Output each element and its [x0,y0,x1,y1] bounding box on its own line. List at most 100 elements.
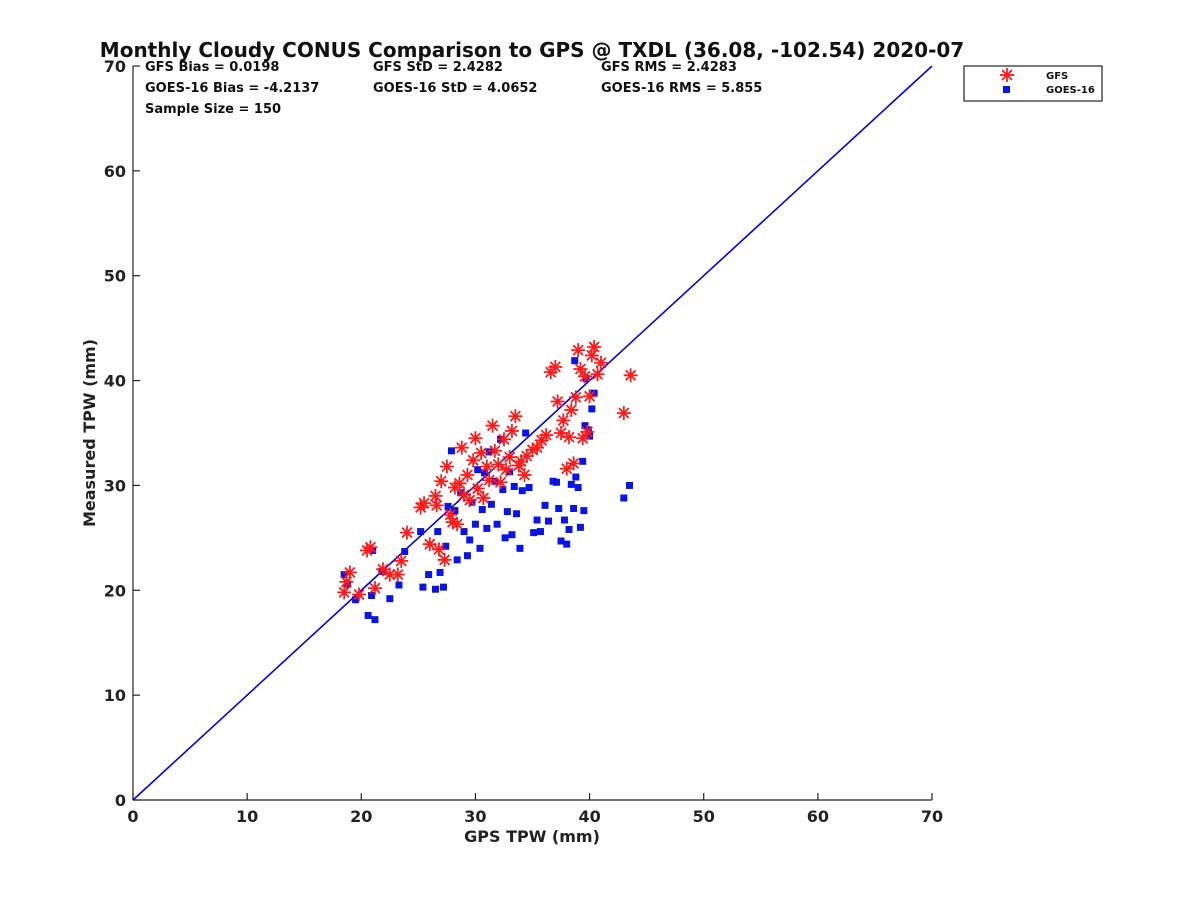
x-axis-label: GPS TPW (mm) [464,827,600,846]
gfs-point [482,473,497,488]
gfs-point [580,424,595,439]
goes16-point [463,552,471,560]
stat-goes-rms: GOES-16 RMS = 5.855 [601,81,762,96]
goes16-point [588,405,596,413]
gfs-point [479,459,494,474]
gfs-point [367,581,382,596]
y-ticks: 0 10 20 30 40 50 60 70 [104,57,140,810]
gfs-point [439,459,454,474]
legend-gfs-label: GFS [1046,71,1068,82]
gfs-point [485,418,500,433]
goes16-point [457,489,465,497]
gfs-point [564,402,579,417]
goes16-point [352,596,360,604]
gfs-point [429,498,444,513]
goes16-point [533,516,541,524]
goes16-point [572,473,580,481]
plot-frame [132,66,932,801]
gfs-point [590,367,605,382]
gfs-point [508,409,523,424]
gfs-point [578,369,593,384]
stat-gfs-bias: GFS Bias = 0.0198 [145,60,279,75]
gfs-point [428,488,443,503]
legend: GFS GOES-16 [963,65,1103,102]
gfs-point [476,491,491,506]
goes16-point [557,537,565,545]
legend-gfs-marker [1000,68,1014,82]
goes16-point [425,571,433,579]
gfs-point [487,443,502,458]
gfs-point [460,467,475,482]
gfs-point [462,493,477,508]
goes16-point [530,529,538,537]
x-tick-label: 0 [127,807,138,826]
gfs-point [431,542,446,557]
goes16-point [460,528,468,536]
gfs-point [539,428,554,443]
gfs-point [616,406,631,421]
gfs-point [399,525,414,540]
goes16-point [487,500,495,508]
goes16-point [434,528,442,536]
gfs-point [474,445,489,460]
goes16-point [453,556,461,564]
gfs-point [470,481,485,496]
x-tick-label: 70 [921,807,943,826]
goes16-point [371,616,379,624]
legend-goes16-marker [1003,86,1010,93]
goes16-point [471,520,479,528]
gfs-point [573,362,588,377]
gfs-point [517,467,532,482]
goes16-point [570,504,578,512]
goes16-point [571,357,579,365]
reference-line [132,65,933,801]
gfs-point [584,348,599,363]
gfs-point [390,567,405,582]
gfs-point [337,585,352,600]
goes16-point [586,432,594,440]
goes16-point [552,478,560,486]
gfs-point [623,368,638,383]
goes16-point [563,540,571,548]
series-gfs [337,340,638,602]
goes16-point [503,508,511,516]
gfs-point [434,474,449,489]
goes16-point [544,517,552,525]
goes16-point [565,525,573,533]
stats-block: GFS Bias = 0.0198 GFS StD = 2.4282 GFS R… [145,60,762,117]
gfs-point [566,456,581,471]
goes16-point [581,422,589,430]
goes16-point [395,581,403,589]
goes16-point [442,542,450,550]
gfs-point [593,355,608,370]
goes16-point [439,583,447,591]
gfs-point [556,413,571,428]
goes16-point [567,480,575,488]
legend-box [963,65,1103,102]
goes16-point [501,534,509,542]
goes16-point [401,547,409,555]
goes16-point [580,507,588,515]
goes16-point [513,510,521,518]
goes16-point [536,528,544,536]
gfs-point [342,565,357,580]
legend-goes16-label: GOES-16 [1046,85,1095,96]
goes16-point [541,501,549,509]
x-tick-label: 20 [350,807,372,826]
goes16-point [518,487,526,495]
gfs-point [582,389,597,404]
gfs-point [493,475,508,490]
goes16-point [436,568,444,576]
goes16-point [431,585,439,593]
stat-gfs-rms: GFS RMS = 2.4283 [601,60,737,75]
gfs-point [575,431,590,446]
goes16-point [444,502,452,510]
y-tick-label: 60 [104,162,126,181]
stat-gfs-std: GFS StD = 2.4282 [373,60,503,75]
gfs-point [530,440,545,455]
x-tick-label: 60 [807,807,829,826]
goes16-point [364,611,372,619]
y-tick-label: 70 [104,57,126,76]
x-tick-label: 40 [578,807,600,826]
